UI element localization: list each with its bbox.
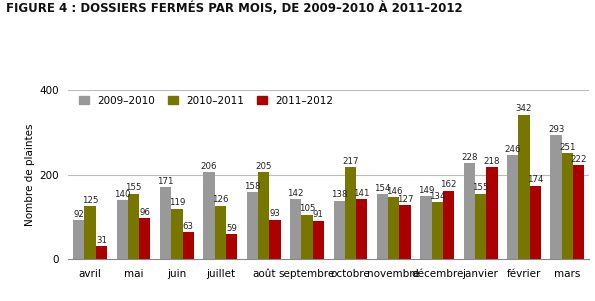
Text: 138: 138: [331, 191, 347, 200]
Legend: 2009–2010, 2010–2011, 2011–2012: 2009–2010, 2010–2011, 2011–2012: [79, 95, 334, 106]
Bar: [215, 206, 226, 259]
Bar: [96, 246, 107, 259]
Text: 251: 251: [559, 143, 575, 152]
Bar: [443, 191, 454, 259]
Bar: [73, 220, 84, 259]
Text: 63: 63: [183, 222, 193, 231]
Bar: [302, 215, 313, 259]
Text: 205: 205: [255, 162, 272, 171]
Text: 171: 171: [157, 176, 174, 185]
Bar: [388, 197, 399, 259]
Bar: [128, 194, 139, 259]
Text: 92: 92: [73, 210, 84, 219]
Text: 342: 342: [516, 104, 532, 113]
Text: 125: 125: [82, 196, 98, 205]
Text: 31: 31: [96, 235, 107, 244]
Bar: [475, 194, 486, 259]
Text: 127: 127: [397, 195, 414, 204]
Text: 59: 59: [226, 224, 237, 233]
Text: 206: 206: [201, 162, 217, 171]
Bar: [518, 115, 530, 259]
Text: 155: 155: [472, 183, 489, 192]
Text: 158: 158: [244, 182, 261, 191]
Bar: [334, 201, 345, 259]
Text: 154: 154: [374, 184, 391, 193]
Bar: [356, 200, 367, 259]
Text: 142: 142: [287, 189, 304, 198]
Bar: [486, 167, 497, 259]
Bar: [464, 163, 475, 259]
Bar: [562, 153, 573, 259]
Text: 141: 141: [353, 189, 370, 198]
Bar: [117, 200, 128, 259]
Text: 119: 119: [169, 198, 185, 207]
Text: 91: 91: [313, 210, 324, 219]
Text: 217: 217: [342, 157, 359, 166]
Bar: [160, 187, 171, 259]
Bar: [550, 135, 562, 259]
Bar: [247, 192, 258, 259]
Text: 105: 105: [299, 204, 315, 213]
Text: 218: 218: [484, 157, 500, 166]
Bar: [258, 172, 270, 259]
Text: 293: 293: [548, 125, 564, 134]
Bar: [399, 205, 411, 259]
Bar: [270, 220, 281, 259]
Bar: [139, 219, 151, 259]
Bar: [420, 196, 431, 259]
Text: FIGURE 4 : DOSSIERS FERMÉS PAR MOIS, DE 2009–2010 À 2011–2012: FIGURE 4 : DOSSIERS FERMÉS PAR MOIS, DE …: [6, 2, 462, 15]
Text: 146: 146: [386, 187, 402, 196]
Text: 93: 93: [270, 209, 280, 219]
Bar: [290, 199, 302, 259]
Bar: [226, 234, 237, 259]
Text: 174: 174: [527, 175, 543, 184]
Bar: [377, 194, 388, 259]
Text: 149: 149: [418, 186, 434, 195]
Text: 246: 246: [505, 145, 521, 154]
Text: 155: 155: [126, 183, 142, 192]
Y-axis label: Nombre de plaintes: Nombre de plaintes: [25, 123, 35, 226]
Text: 140: 140: [114, 190, 130, 199]
Bar: [431, 202, 443, 259]
Bar: [203, 172, 215, 259]
Bar: [171, 209, 183, 259]
Text: 126: 126: [212, 195, 228, 204]
Bar: [573, 165, 584, 259]
Bar: [507, 155, 518, 259]
Bar: [84, 206, 96, 259]
Bar: [530, 185, 541, 259]
Bar: [313, 221, 324, 259]
Text: 96: 96: [139, 208, 150, 217]
Text: 222: 222: [571, 155, 587, 164]
Bar: [183, 232, 194, 259]
Bar: [345, 167, 356, 259]
Text: 162: 162: [440, 180, 457, 189]
Text: 228: 228: [461, 153, 478, 162]
Text: 134: 134: [429, 192, 446, 201]
